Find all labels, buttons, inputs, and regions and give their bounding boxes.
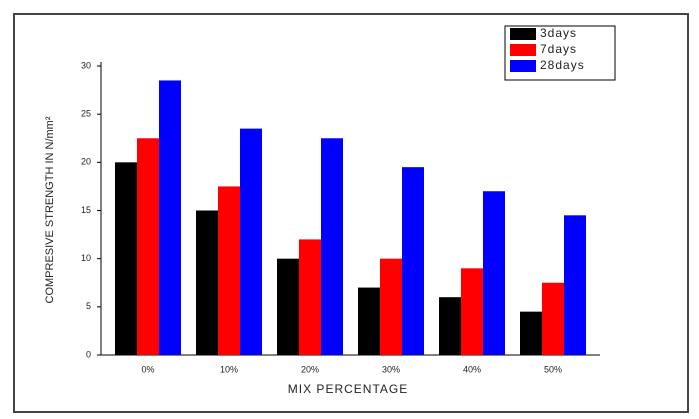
legend-swatch bbox=[510, 60, 536, 72]
bar bbox=[520, 311, 542, 355]
bar bbox=[439, 297, 461, 355]
legend-label: 7days bbox=[540, 42, 577, 56]
y-tick-label: 15 bbox=[81, 205, 91, 215]
bar bbox=[358, 287, 380, 355]
y-tick-label: 25 bbox=[81, 109, 91, 119]
bar bbox=[218, 186, 240, 355]
legend-swatch bbox=[510, 28, 536, 40]
bar bbox=[240, 128, 262, 355]
bar bbox=[542, 282, 564, 355]
bar bbox=[321, 138, 343, 355]
bar bbox=[461, 268, 483, 355]
y-tick-label: 5 bbox=[86, 301, 91, 311]
bar bbox=[483, 191, 505, 355]
bar bbox=[277, 258, 299, 355]
y-tick-label: 20 bbox=[81, 157, 91, 167]
y-tick-label: 10 bbox=[81, 253, 91, 263]
bar bbox=[299, 239, 321, 355]
bar bbox=[159, 80, 181, 355]
bar bbox=[115, 162, 137, 355]
y-tick-label: 0 bbox=[86, 349, 91, 359]
x-tick-label: 40% bbox=[463, 364, 481, 374]
legend-label: 28days bbox=[540, 58, 585, 72]
x-tick-label: 10% bbox=[220, 364, 238, 374]
x-axis-label: MIX PERCENTAGE bbox=[288, 382, 408, 396]
bar bbox=[402, 167, 424, 355]
y-tick-label: 30 bbox=[81, 60, 91, 70]
bar bbox=[137, 138, 159, 355]
bar bbox=[564, 215, 586, 355]
bar bbox=[380, 258, 402, 355]
bar bbox=[196, 210, 218, 355]
x-tick-label: 0% bbox=[141, 364, 154, 374]
legend-label: 3days bbox=[540, 26, 577, 40]
legend-swatch bbox=[510, 44, 536, 56]
x-tick-label: 30% bbox=[382, 364, 400, 374]
x-tick-label: 50% bbox=[544, 364, 562, 374]
y-axis-label: COMPRESIVE STRENGTH IN N/mm² bbox=[44, 116, 56, 303]
x-tick-label: 20% bbox=[301, 364, 319, 374]
